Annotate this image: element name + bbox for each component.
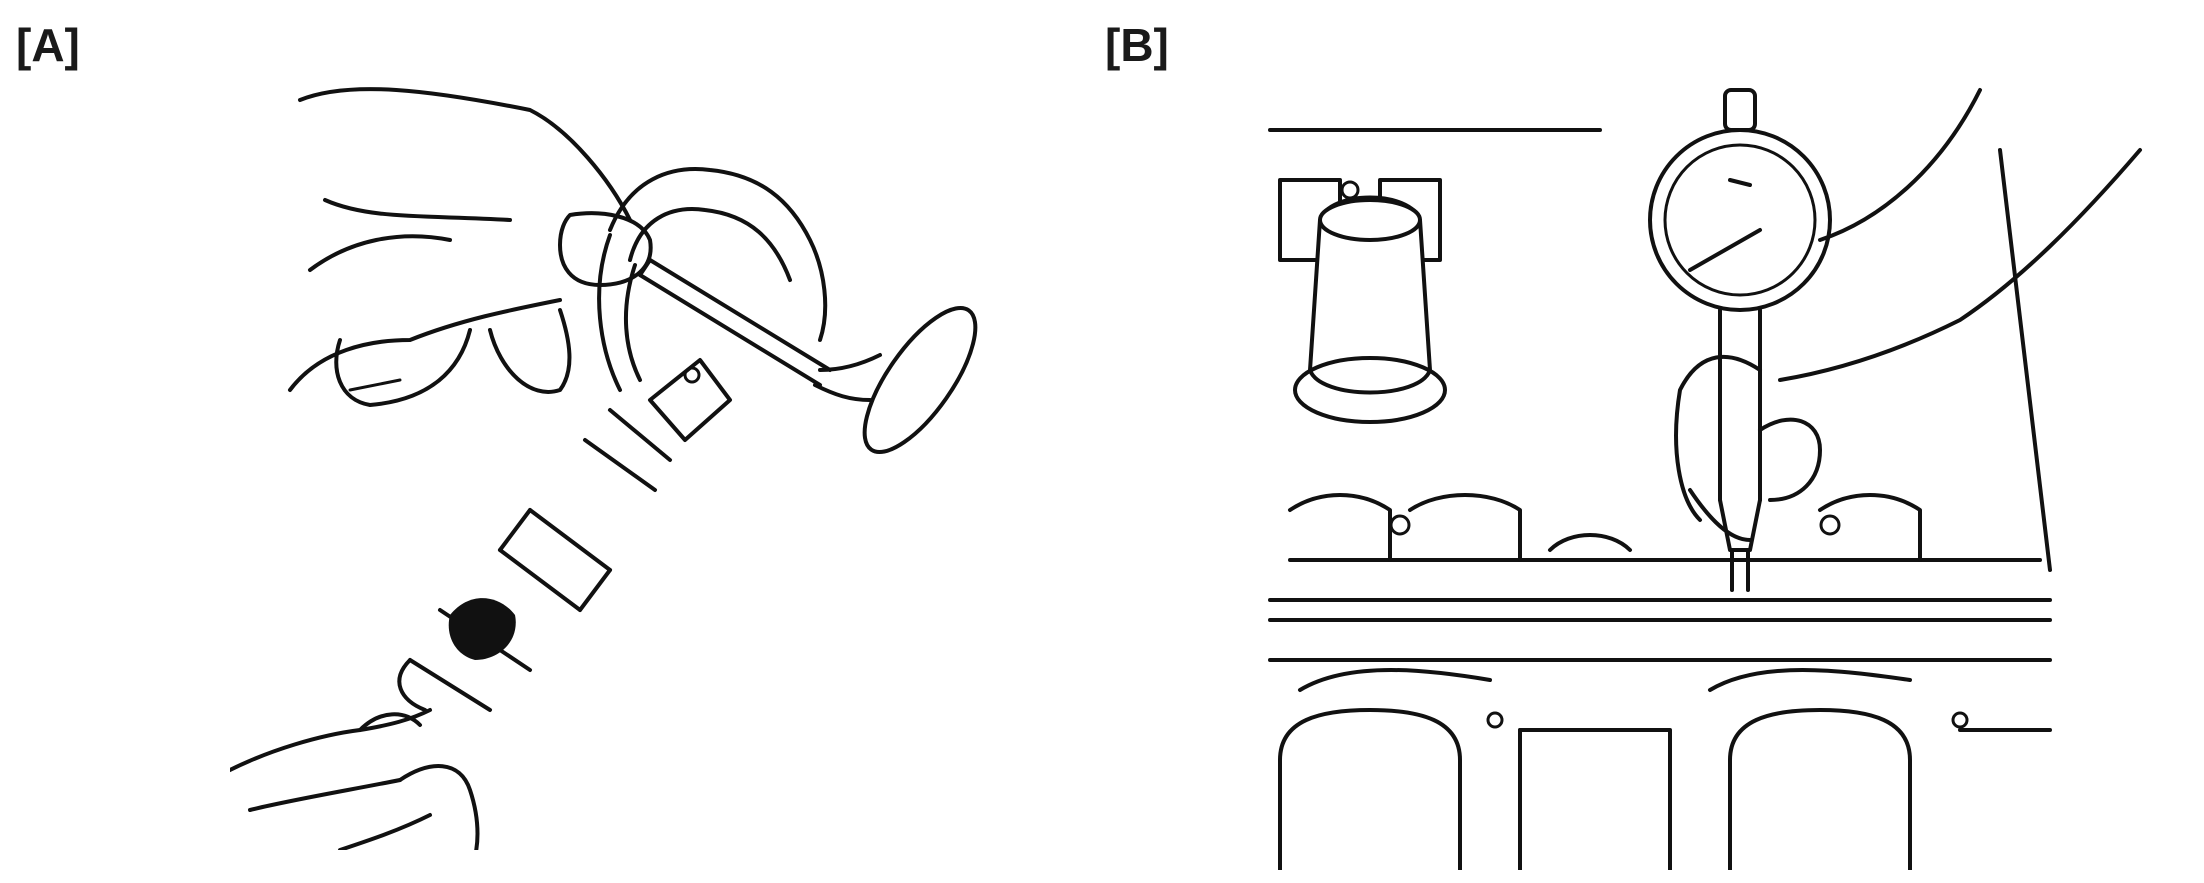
combustion-chambers [1278, 668, 2052, 872]
panel-b-illustration [1260, 70, 2200, 872]
lower-hand [228, 708, 480, 872]
panel-label-a: [A] [16, 19, 80, 71]
micrometer-frame [597, 167, 828, 392]
panel-a-illustration [228, 70, 1030, 872]
dial-bore-gauge [1648, 88, 1832, 592]
lifter-bore [1293, 195, 1447, 424]
ports [1288, 493, 1922, 562]
panel-label-b: [B] [1105, 19, 1169, 71]
hand-on-gauge [1674, 88, 2142, 542]
micrometer-illustration [228, 87, 978, 872]
upper-hand [288, 87, 653, 407]
cylinder-head-illustration [1268, 88, 2142, 872]
valve [638, 258, 978, 455]
micrometer-spindle [397, 358, 732, 712]
